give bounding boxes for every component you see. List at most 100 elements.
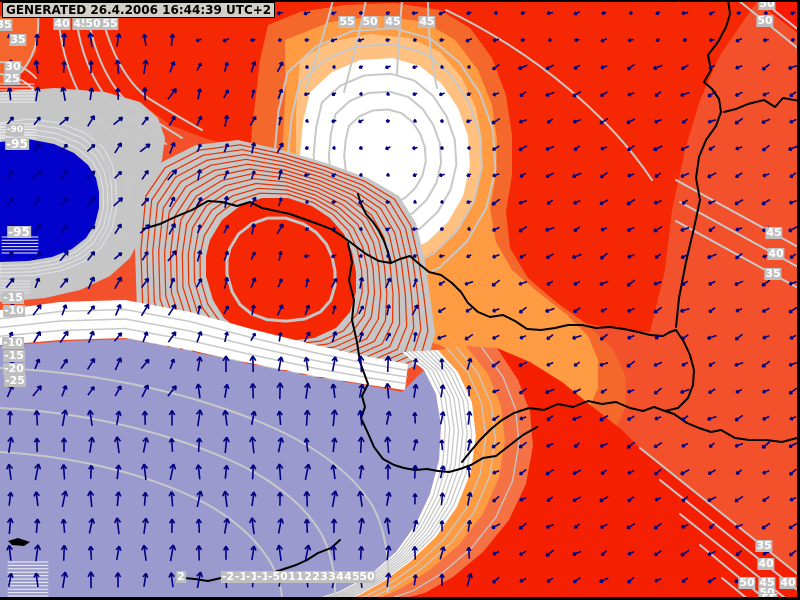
wind-barb xyxy=(492,38,500,43)
wind-barb xyxy=(87,32,94,48)
wind-barb xyxy=(195,196,203,207)
wind-barb xyxy=(87,330,95,344)
wind-barb xyxy=(141,87,148,101)
contour-ring xyxy=(0,133,104,267)
wind-barb xyxy=(572,550,582,556)
wind-barb xyxy=(384,65,391,70)
wind-barb xyxy=(680,334,689,341)
wind-barb xyxy=(789,118,797,124)
wind-barb xyxy=(384,382,392,399)
wind-barb xyxy=(331,226,336,231)
wind-barb xyxy=(141,116,149,126)
wind-barb xyxy=(195,437,203,453)
wind-barb xyxy=(762,496,770,503)
wind-barb xyxy=(734,333,743,341)
wind-barb xyxy=(330,383,337,399)
wind-barb xyxy=(627,576,635,584)
wind-barb xyxy=(87,490,95,508)
wind-barb xyxy=(599,361,609,367)
wind-barb xyxy=(304,544,312,562)
wind-barb xyxy=(331,64,336,70)
wind-barb xyxy=(545,145,555,151)
wind-barb xyxy=(790,11,796,16)
wind-barb xyxy=(680,523,689,529)
wind-barb xyxy=(86,225,96,233)
wind-barb xyxy=(34,358,41,370)
wind-barb xyxy=(411,226,418,232)
wind-barb xyxy=(88,518,96,534)
wind-barb xyxy=(599,442,609,448)
wind-barb xyxy=(626,198,636,206)
wind-barb xyxy=(438,172,445,178)
wind-barb xyxy=(439,199,444,204)
wind-barb xyxy=(88,60,94,74)
wind-barb xyxy=(140,303,150,317)
wind-barb xyxy=(196,143,202,153)
wind-barb xyxy=(599,577,609,584)
wind-barb xyxy=(545,253,554,259)
wind-barb xyxy=(6,169,14,180)
wind-barb xyxy=(357,38,365,43)
wind-barb xyxy=(222,545,230,560)
wind-barb xyxy=(653,361,663,367)
wind-barb xyxy=(763,10,768,15)
wind-barb xyxy=(761,441,771,449)
wind-barb xyxy=(518,441,528,449)
wind-barb xyxy=(358,64,364,69)
wind-barb xyxy=(681,442,689,448)
wind-barb xyxy=(545,64,555,70)
wind-barb xyxy=(331,437,338,453)
wind-barb xyxy=(59,250,69,262)
contour-line xyxy=(336,349,468,600)
contour-line xyxy=(305,0,334,89)
wind-barb xyxy=(492,253,500,259)
contour-line xyxy=(396,0,403,75)
wind-barb xyxy=(627,550,635,556)
wind-barb xyxy=(439,492,446,506)
wind-barb xyxy=(546,442,554,448)
wind-barb xyxy=(60,437,68,452)
wind-barb xyxy=(492,92,500,97)
wind-barb xyxy=(303,382,312,399)
wind-barb xyxy=(573,64,581,70)
wind-barb xyxy=(223,195,230,208)
wind-barb xyxy=(599,91,608,97)
wind-barb xyxy=(168,572,175,588)
wind-barb xyxy=(735,469,743,475)
wind-barb xyxy=(222,409,230,426)
wind-barb xyxy=(250,251,256,261)
contour-label: 50 xyxy=(738,576,756,589)
wind-barb xyxy=(679,307,690,313)
wind-barb xyxy=(735,550,743,557)
wind-barb xyxy=(304,37,310,43)
wind-barb xyxy=(385,253,390,258)
country-border xyxy=(357,193,392,264)
wind-barb xyxy=(681,415,689,422)
wind-barb xyxy=(518,145,528,152)
wind-barb xyxy=(681,280,689,286)
wind-barb xyxy=(223,114,230,127)
wind-barb xyxy=(86,357,96,370)
wind-barb xyxy=(626,441,636,449)
wind-barb xyxy=(412,519,419,533)
wind-barb xyxy=(439,358,445,370)
wind-barb xyxy=(86,143,96,152)
wind-barb xyxy=(31,170,43,180)
wind-barb xyxy=(357,355,365,373)
wind-barb xyxy=(222,355,230,373)
wind-barb xyxy=(544,388,555,395)
wind-barb xyxy=(357,517,366,534)
wind-barb xyxy=(679,388,690,394)
wind-barb xyxy=(358,172,363,178)
contour-label: 3 xyxy=(319,570,329,583)
wind-barb xyxy=(653,468,662,476)
wind-barb xyxy=(61,32,68,47)
wind-barb xyxy=(276,463,284,481)
wind-barb xyxy=(276,410,283,425)
wind-barb xyxy=(277,88,284,100)
wind-barb xyxy=(59,277,69,288)
contour-line xyxy=(343,0,367,93)
wind-barb xyxy=(141,33,148,46)
wind-barb xyxy=(304,199,309,204)
wind-barb xyxy=(761,360,771,368)
